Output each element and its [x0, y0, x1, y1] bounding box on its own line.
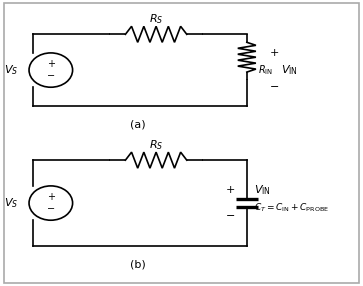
Text: $V_S$: $V_S$ [4, 63, 18, 77]
Text: $R_S$: $R_S$ [149, 12, 163, 26]
Text: −: − [226, 211, 235, 221]
Text: $R_{\mathsf{IN}}$: $R_{\mathsf{IN}}$ [258, 63, 273, 77]
Text: (a): (a) [130, 120, 146, 129]
Text: +: + [226, 185, 235, 195]
Text: +: + [47, 59, 55, 69]
Text: −: − [269, 82, 279, 92]
Text: −: − [47, 71, 55, 81]
Text: $R_S$: $R_S$ [149, 138, 163, 152]
Text: −: − [47, 204, 55, 214]
Text: $V_{\mathsf{IN}}$: $V_{\mathsf{IN}}$ [254, 183, 271, 197]
Text: $V_S$: $V_S$ [4, 196, 18, 210]
Text: +: + [47, 192, 55, 202]
Text: (b): (b) [130, 260, 146, 269]
Text: $V_{\mathsf{IN}}$: $V_{\mathsf{IN}}$ [281, 63, 298, 77]
FancyBboxPatch shape [4, 3, 359, 283]
Text: $C_T = C_{\mathsf{IN}} + C_{\mathsf{PROBE}}$: $C_T = C_{\mathsf{IN}} + C_{\mathsf{PROB… [254, 201, 329, 214]
Text: +: + [269, 48, 279, 58]
